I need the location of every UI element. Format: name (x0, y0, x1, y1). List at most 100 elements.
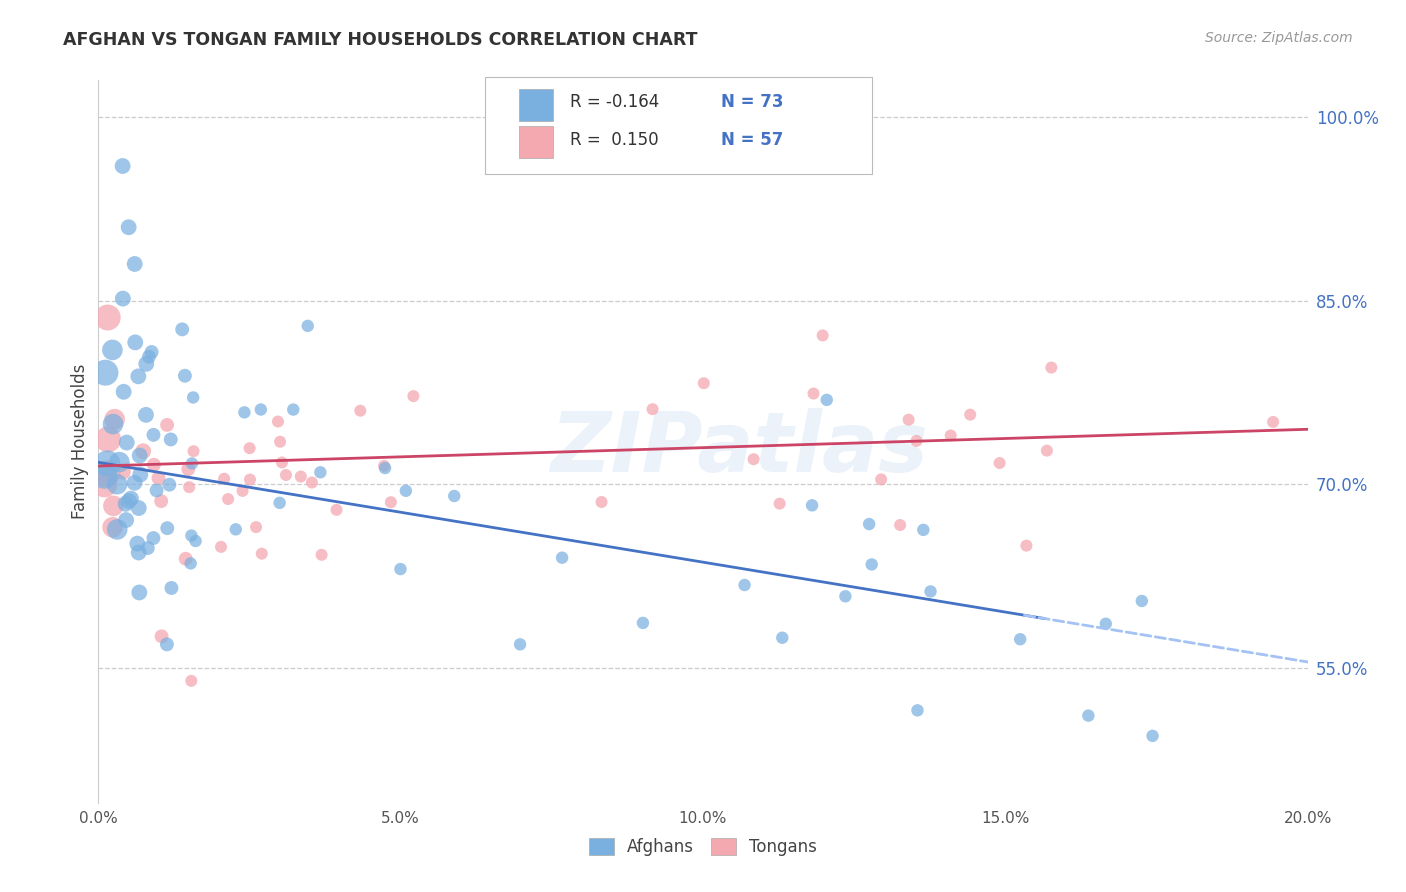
Point (1142, 729, 1164, 743)
Point (801, 499, 824, 513)
Point (834, 590, 856, 604)
Text: AFGHAN VS TONGAN FAMILY HOUSEHOLDS CORRELATION CHART: AFGHAN VS TONGAN FAMILY HOUSEHOLDS CORRE… (63, 31, 697, 49)
Point (912, 523, 935, 537)
Point (96, 467, 118, 481)
Point (115, 435, 138, 450)
Point (118, 220, 141, 235)
Point (1010, 632, 1032, 647)
Point (551, 550, 574, 565)
Point (269, 496, 291, 510)
Point (250, 402, 273, 417)
Point (141, 345, 163, 359)
Point (631, 615, 654, 630)
Point (245, 520, 267, 534)
Point (309, 465, 332, 479)
Point (389, 562, 412, 576)
Point (181, 391, 204, 405)
Point (179, 480, 201, 494)
Point (150, 629, 173, 643)
Point (297, 318, 319, 333)
Point (128, 501, 150, 516)
Point (145, 483, 167, 498)
Point (111, 465, 134, 479)
Point (860, 558, 883, 572)
Point (870, 472, 893, 486)
Text: R =  0.150: R = 0.150 (569, 130, 658, 149)
Point (373, 458, 395, 473)
Point (269, 434, 291, 449)
Point (225, 522, 247, 536)
Point (142, 427, 165, 442)
Point (136, 541, 159, 555)
Point (349, 403, 371, 417)
Point (180, 673, 202, 688)
Point (114, 497, 136, 511)
Point (1094, 616, 1116, 631)
Point (128, 545, 150, 559)
Point (118, 494, 141, 508)
Point (97, 433, 120, 447)
Point (267, 415, 290, 429)
Point (97, 310, 120, 325)
Point (897, 413, 920, 427)
Point (96, 456, 118, 470)
Point (93, 468, 115, 483)
Bar (519, 126, 553, 158)
Point (128, 449, 150, 463)
Point (1040, 360, 1063, 375)
Point (1261, 415, 1284, 429)
Point (105, 477, 128, 491)
Point (115, 513, 138, 527)
Point (129, 467, 152, 482)
Point (177, 462, 200, 476)
Text: N = 73: N = 73 (721, 93, 783, 111)
Point (156, 417, 179, 432)
Point (156, 637, 179, 651)
Text: R = -0.164: R = -0.164 (569, 93, 659, 111)
Point (124, 257, 146, 271)
Point (132, 444, 155, 458)
Text: ZIPatlas: ZIPatlas (550, 409, 928, 490)
Point (889, 518, 911, 533)
Point (112, 384, 135, 399)
Point (959, 408, 981, 422)
Point (180, 557, 202, 571)
Point (105, 523, 128, 537)
Point (641, 402, 664, 417)
Point (124, 335, 146, 350)
Point (174, 551, 197, 566)
Point (142, 458, 165, 472)
Point (325, 503, 347, 517)
Point (111, 159, 134, 173)
Point (1036, 443, 1059, 458)
Point (128, 585, 150, 599)
Point (1015, 539, 1038, 553)
Point (815, 392, 838, 407)
Point (693, 376, 716, 391)
Point (124, 475, 146, 490)
Point (93, 477, 115, 491)
Y-axis label: Family Households: Family Households (70, 364, 89, 519)
Point (150, 494, 173, 508)
Point (104, 412, 127, 426)
Legend: Afghans, Tongans: Afghans, Tongans (582, 831, 824, 863)
Point (770, 631, 793, 645)
Point (239, 441, 262, 455)
Point (311, 548, 333, 562)
Point (1130, 594, 1153, 608)
Point (174, 368, 197, 383)
Point (232, 483, 254, 498)
Point (120, 491, 142, 506)
Point (239, 473, 262, 487)
Point (811, 328, 834, 343)
Point (111, 292, 134, 306)
Point (135, 408, 157, 422)
Point (138, 350, 160, 364)
Point (274, 468, 297, 483)
Point (212, 472, 235, 486)
Point (271, 455, 294, 469)
Point (803, 386, 825, 401)
Point (135, 357, 157, 371)
Point (920, 584, 942, 599)
Point (858, 517, 880, 532)
